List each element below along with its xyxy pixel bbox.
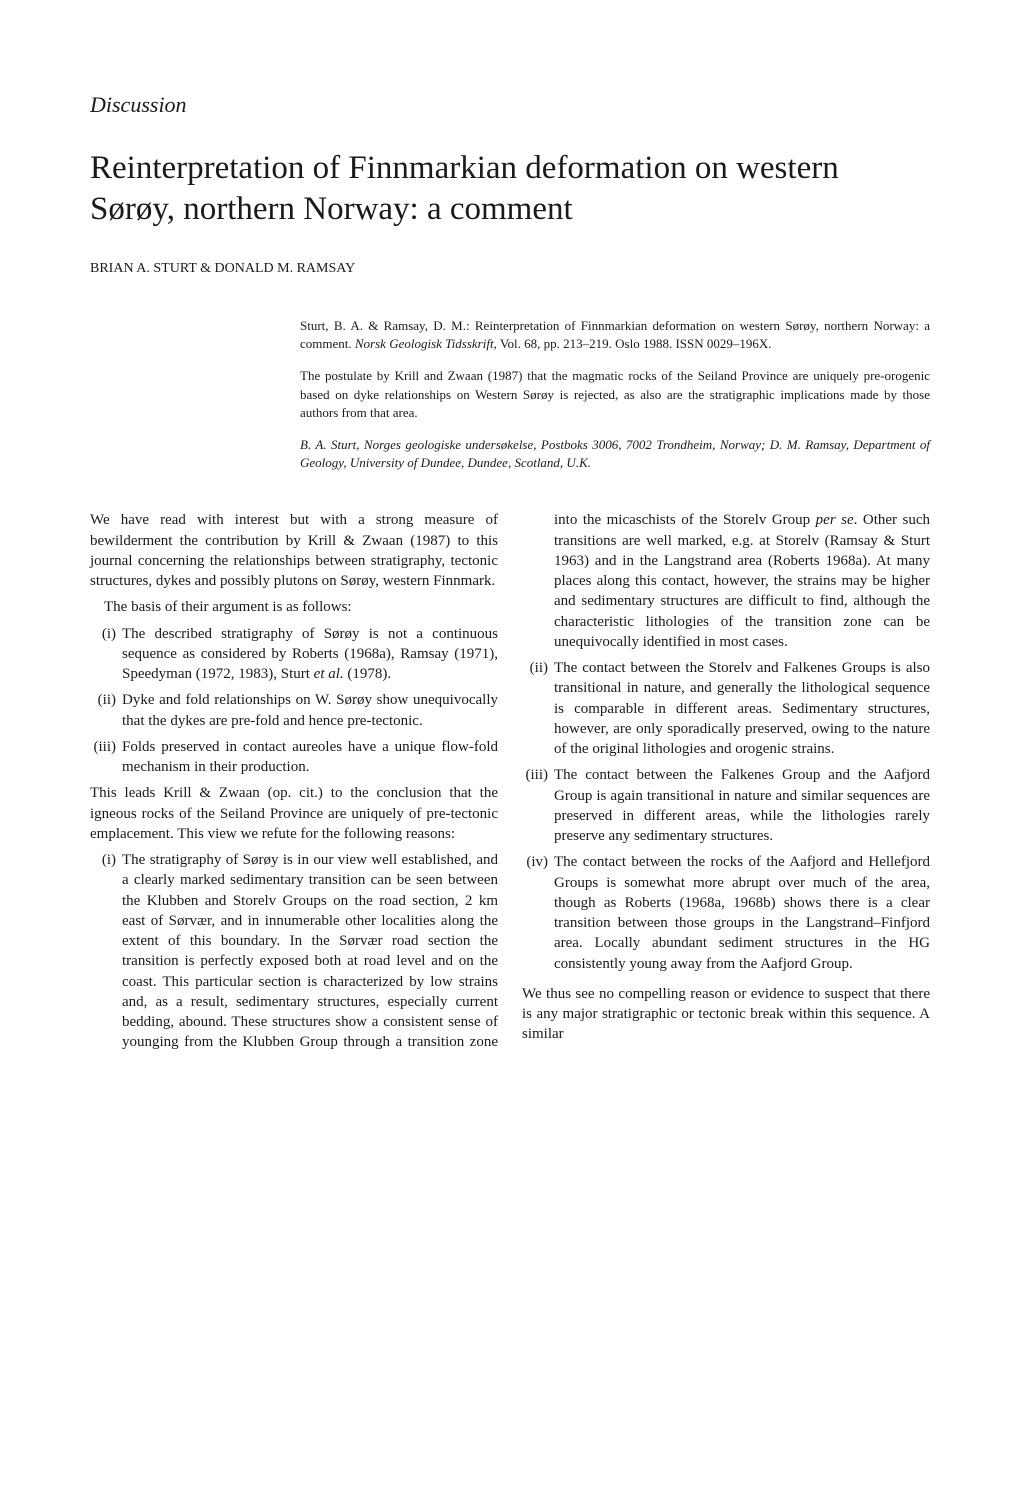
authors: BRIAN A. STURT & DONALD M. RAMSAY	[90, 260, 930, 279]
body-paragraph: This leads Krill & Zwaan (op. cit.) to t…	[90, 783, 498, 844]
list-text: The described stratigraphy of Sørøy is n…	[122, 626, 498, 683]
list-content: Folds preserved in contact aureoles have…	[122, 737, 498, 778]
list-marker: (ii)	[522, 658, 554, 759]
list-content: The contact between the rocks of the Aaf…	[554, 852, 930, 974]
per-se-italic: per se	[816, 512, 854, 528]
refutation-list-item: (iii) The contact between the Falkenes G…	[522, 765, 930, 846]
et-al-italic: et al.	[314, 666, 344, 682]
list-marker: (iv)	[522, 852, 554, 974]
list-marker: (iii)	[522, 765, 554, 846]
list-content: The contact between the Falkenes Group a…	[554, 765, 930, 846]
argument-list-item: (ii) Dyke and fold relationships on W. S…	[90, 690, 498, 731]
section-label: Discussion	[90, 90, 930, 120]
body-columns: We have read with interest but with a st…	[90, 510, 930, 1052]
refutation-list-item: (iv) The contact between the rocks of th…	[522, 852, 930, 974]
article-title: Reinterpretation of Finnmarkian deformat…	[90, 148, 930, 231]
body-paragraph: We have read with interest but with a st…	[90, 510, 498, 591]
body-paragraph: We thus see no compelling reason or evid…	[522, 984, 930, 1045]
list-text-suffix: . Other such transitions are well marked…	[554, 512, 930, 650]
list-content: The contact between the Storelv and Falk…	[554, 658, 930, 759]
list-marker: (ii)	[90, 690, 122, 731]
body-paragraph: The basis of their argument is as follow…	[90, 597, 498, 617]
author-affiliation: B. A. Sturt, Norges geologiske undersøke…	[300, 436, 930, 472]
list-content: Dyke and fold relationships on W. Sørøy …	[122, 690, 498, 731]
list-text-suffix: (1978).	[344, 666, 392, 682]
journal-title: Norsk Geologisk Tidsskrift	[355, 336, 494, 351]
abstract-summary: The postulate by Krill and Zwaan (1987) …	[300, 367, 930, 422]
abstract-block: Sturt, B. A. & Ramsay, D. M.: Reinterpre…	[300, 317, 930, 472]
refutation-list-item: (ii) The contact between the Storelv and…	[522, 658, 930, 759]
citation-suffix: , Vol. 68, pp. 213–219. Oslo 1988. ISSN …	[494, 336, 772, 351]
argument-list-item: (iii) Folds preserved in contact aureole…	[90, 737, 498, 778]
list-marker: (i)	[90, 624, 122, 685]
list-marker: (iii)	[90, 737, 122, 778]
citation-line: Sturt, B. A. & Ramsay, D. M.: Reinterpre…	[300, 317, 930, 353]
argument-list-item: (i) The described stratigraphy of Sørøy …	[90, 624, 498, 685]
list-content: The described stratigraphy of Sørøy is n…	[122, 624, 498, 685]
